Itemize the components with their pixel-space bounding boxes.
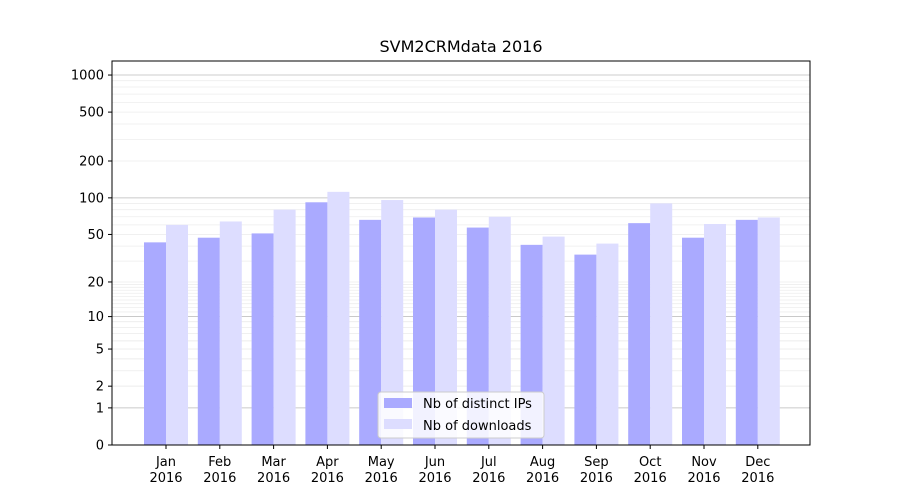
legend-label-distinct-ips: Nb of distinct IPs	[423, 397, 532, 412]
bar-distinct-ips	[305, 202, 328, 445]
legend-swatch-distinct-ips	[384, 398, 412, 408]
legend-label-downloads: Nb of downloads	[423, 419, 532, 434]
bar-downloads	[273, 209, 296, 445]
bar-distinct-ips	[682, 237, 704, 445]
x-axis: Jan 2016 Feb 2016 Mar 2016 Apr 2016 May 2016 Jun 20…	[149, 445, 774, 486]
bar-distinct-ips	[251, 233, 274, 445]
plot-frame	[111, 60, 811, 446]
x-tick-label: Aug 2016	[526, 455, 559, 486]
y-tick-label: 50	[87, 228, 104, 243]
legend-swatch-downloads	[384, 419, 412, 429]
y-tick-label: 10	[87, 310, 104, 325]
bar-distinct-ips	[466, 227, 489, 445]
bar-downloads	[757, 217, 780, 445]
y-tick-label: 20	[87, 275, 104, 290]
y-tick-label: 100	[79, 191, 104, 206]
y-tick-label: 1	[96, 401, 104, 416]
bar-distinct-ips	[628, 223, 651, 445]
bar-distinct-ips	[197, 237, 220, 445]
y-tick-label: 2	[96, 380, 104, 395]
x-tick-label: Oct 2016	[634, 455, 667, 486]
y-tick-label: 200	[79, 155, 104, 170]
bar-downloads	[650, 203, 673, 445]
y-tick-label: 500	[79, 106, 104, 121]
y-axis: 0 1 2 5 10 20 50 100 200 500 1000	[71, 69, 112, 454]
bar-distinct-ips	[144, 242, 166, 445]
x-tick-label: Mar 2016	[257, 455, 290, 486]
bar-downloads	[596, 243, 619, 445]
bar-downloads	[542, 236, 565, 445]
bars	[144, 191, 780, 445]
bar-downloads	[166, 224, 188, 445]
x-tick-label: Nov 2016	[687, 455, 720, 486]
y-tick-label: 0	[96, 439, 104, 454]
x-tick-label: May 2016	[365, 455, 398, 486]
legend: Nb of distinct IPs Nb of downloads	[377, 391, 545, 439]
bar-downloads	[488, 216, 511, 445]
bar-downloads	[435, 209, 457, 445]
x-tick-label: Jun 2016	[418, 455, 451, 486]
bar-downloads	[704, 223, 726, 445]
x-tick-label: Feb 2016	[203, 455, 236, 486]
bar-distinct-ips	[574, 254, 597, 445]
bar-distinct-ips	[413, 217, 435, 445]
bar-downloads	[219, 221, 242, 445]
y-tick-label: 1000	[71, 69, 104, 84]
x-tick-label: Sep 2016	[580, 455, 613, 486]
bar-downloads	[327, 191, 350, 445]
x-tick-label: Dec 2016	[741, 455, 774, 486]
bar-distinct-ips	[735, 219, 758, 445]
x-tick-label: Jul 2016	[472, 455, 505, 486]
legend-box	[377, 391, 545, 439]
bar-downloads	[381, 200, 404, 445]
x-tick-label: Apr 2016	[311, 455, 344, 486]
bar-distinct-ips	[359, 219, 382, 445]
x-tick-label: Jan 2016	[149, 455, 182, 486]
chart-title: SVM2CRMdata 2016	[379, 37, 542, 56]
y-tick-label: 5	[96, 343, 104, 358]
